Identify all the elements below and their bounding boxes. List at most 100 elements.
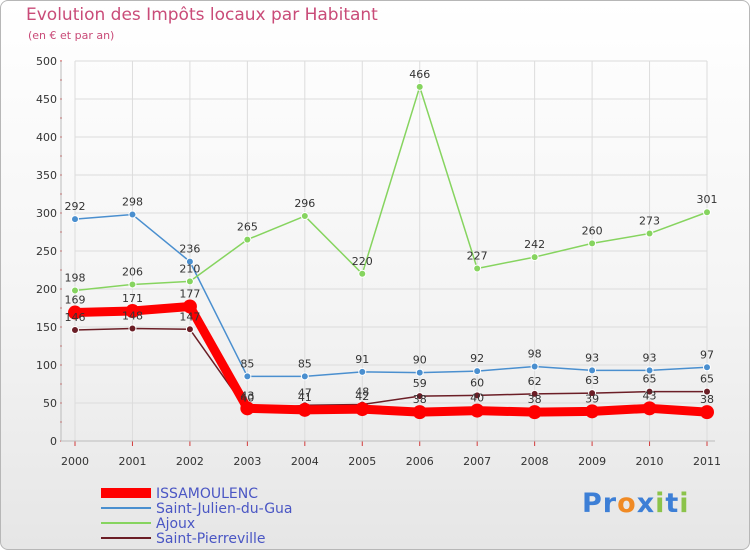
data-label-saint-pierreville: 60 (470, 376, 484, 389)
logo-letter: t (665, 488, 680, 519)
data-point-ajoux (645, 229, 654, 238)
data-label-issamoulenc: 38 (528, 393, 542, 406)
data-label-saint-julien-du-gua: 93 (643, 351, 657, 364)
y-tick-label: 250 (36, 245, 57, 258)
data-label-ajoux: 296 (294, 197, 315, 210)
logo-letter: P (582, 488, 603, 519)
y-tick-label: 500 (36, 55, 57, 68)
data-label-issamoulenc: 171 (122, 292, 143, 305)
chart-title: Evolution des Impôts locaux par Habitant (26, 5, 378, 25)
data-label-ajoux: 198 (65, 272, 86, 285)
data-point-ajoux (128, 280, 137, 289)
data-point-saint-julien-du-gua (185, 257, 194, 266)
data-label-saint-julien-du-gua: 90 (413, 354, 427, 367)
data-point-issamoulenc (240, 401, 255, 416)
logo-letter: i (655, 488, 666, 519)
data-label-saint-pierreville: 63 (585, 374, 599, 387)
data-label-ajoux: 265 (237, 221, 258, 234)
data-label-saint-julien-du-gua: 292 (65, 200, 86, 213)
x-tick-label: 2003 (233, 455, 261, 468)
data-label-ajoux: 206 (122, 265, 143, 278)
x-tick-label: 2006 (406, 455, 434, 468)
data-label-issamoulenc: 42 (355, 390, 369, 403)
legend-label-issamoulenc: ISSAMOULENC (156, 486, 258, 502)
data-label-issamoulenc: 177 (179, 287, 200, 300)
data-label-ajoux: 210 (179, 262, 200, 275)
data-point-issamoulenc (527, 405, 542, 420)
y-tick-label: 0 (50, 435, 57, 448)
logo-letter: r (602, 488, 618, 519)
data-point-saint-pierreville (415, 392, 424, 401)
y-tick-label: 50 (43, 397, 57, 410)
series-line-saint-julien-du-gua (74, 213, 708, 378)
data-point-issamoulenc (125, 304, 140, 319)
y-tick-label: 350 (36, 169, 57, 182)
data-point-ajoux (530, 253, 539, 262)
x-tick-label: 2011 (693, 455, 721, 468)
logo-letter: i (679, 488, 690, 519)
data-point-saint-julien-du-gua (473, 367, 482, 376)
data-label-saint-pierreville: 48 (355, 386, 369, 399)
data-point-issamoulenc (642, 401, 657, 416)
data-point-ajoux (588, 239, 597, 248)
data-label-saint-julien-du-gua: 298 (122, 196, 143, 209)
data-point-saint-julien-du-gua (128, 210, 137, 219)
data-point-saint-julien-du-gua (703, 363, 711, 372)
data-point-saint-pierreville (588, 389, 597, 398)
data-label-saint-pierreville: 62 (528, 375, 542, 388)
data-label-issamoulenc: 38 (413, 393, 427, 406)
data-point-saint-julien-du-gua (243, 372, 252, 381)
data-label-ajoux: 301 (697, 193, 718, 206)
data-point-ajoux (243, 235, 252, 244)
data-label-ajoux: 260 (582, 224, 603, 237)
legend-label-ajoux: Ajoux (156, 516, 195, 532)
data-label-ajoux: 220 (352, 255, 373, 268)
data-point-issamoulenc (68, 305, 82, 320)
data-point-saint-julien-du-gua (645, 366, 654, 375)
x-tick-label: 2000 (61, 455, 89, 468)
data-point-saint-pierreville (645, 387, 654, 396)
proxiti-logo: Proxiti (582, 488, 690, 519)
x-tick-label: 2001 (118, 455, 146, 468)
data-point-saint-julien-du-gua (415, 368, 424, 377)
data-label-saint-pierreville: 47 (298, 386, 312, 399)
data-label-saint-pierreville: 148 (122, 310, 143, 323)
data-point-issamoulenc (470, 403, 485, 418)
data-label-saint-julien-du-gua: 97 (700, 348, 714, 361)
data-label-issamoulenc: 169 (65, 294, 86, 307)
data-label-issamoulenc: 40 (470, 392, 484, 405)
data-label-saint-julien-du-gua: 92 (470, 352, 484, 365)
data-point-saint-pierreville (530, 389, 539, 398)
data-label-issamoulenc: 38 (700, 393, 714, 406)
series-line-ajoux (74, 86, 708, 292)
data-label-ajoux: 273 (639, 215, 660, 228)
data-point-ajoux (703, 208, 711, 217)
y-tick-label: 150 (36, 321, 57, 334)
data-point-saint-pierreville (703, 387, 711, 396)
data-point-issamoulenc (585, 404, 600, 419)
data-point-issamoulenc (700, 405, 714, 420)
data-point-ajoux (300, 212, 309, 221)
y-tick-label: 200 (36, 283, 57, 296)
y-tick-label: 300 (36, 207, 57, 220)
x-tick-label: 2009 (578, 455, 606, 468)
legend-label-saint-julien-du-gua: Saint-Julien-du-Gua (156, 501, 293, 517)
data-point-saint-julien-du-gua (300, 372, 309, 381)
data-point-saint-pierreville (185, 325, 194, 334)
data-label-saint-julien-du-gua: 93 (585, 351, 599, 364)
data-label-saint-pierreville: 59 (413, 377, 427, 390)
data-label-ajoux: 466 (409, 68, 430, 81)
data-label-ajoux: 242 (524, 238, 545, 251)
series-line-issamoulenc (70, 301, 712, 417)
data-label-saint-julien-du-gua: 91 (355, 353, 369, 366)
data-point-saint-julien-du-gua (530, 362, 539, 371)
data-point-issamoulenc (297, 402, 312, 417)
data-point-ajoux (71, 286, 79, 295)
data-label-issamoulenc: 43 (643, 389, 657, 402)
data-point-saint-pierreville (71, 326, 79, 335)
data-point-ajoux (415, 82, 424, 91)
data-point-saint-julien-du-gua (358, 367, 367, 376)
x-tick-label: 2010 (636, 455, 664, 468)
